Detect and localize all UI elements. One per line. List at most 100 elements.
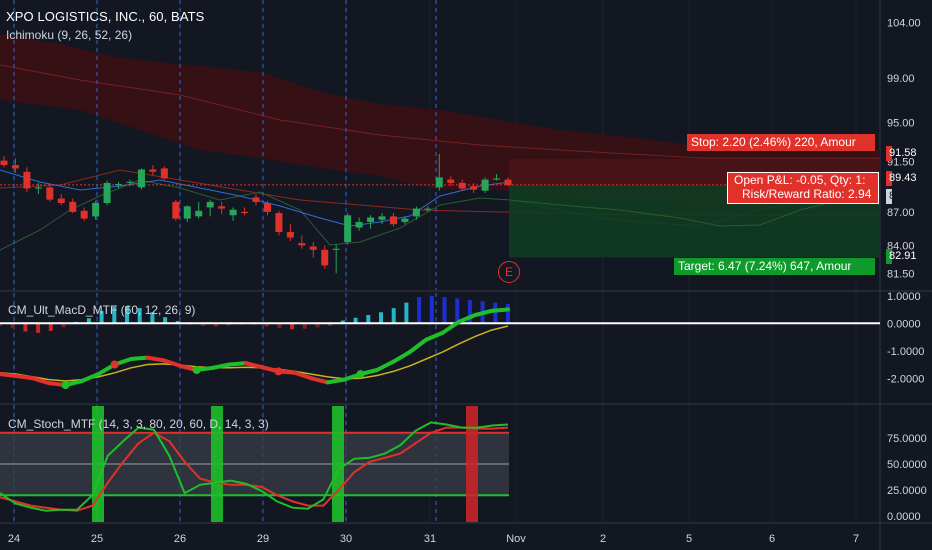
candle-body-44 [504,179,512,186]
price-y-tick-2: 95.00 [887,118,915,130]
candle-body-15 [172,201,180,219]
macd-hist-bar-33 [417,297,422,324]
candle-body-13 [149,169,157,172]
candle-body-18 [206,201,214,208]
candle-body-25 [286,232,294,238]
stop-price-tag: 91.58 [886,146,917,161]
macd-hist-bar-3 [36,323,41,333]
macd-line-seg-2 [14,374,35,381]
candle-body-40 [458,182,466,189]
macd-line-seg-28 [440,319,461,335]
macd-line-seg-30 [473,308,494,317]
macd-hist-bar-30 [379,312,383,324]
candle-body-27 [309,246,317,250]
macd-hist-bar-29 [366,315,371,324]
candle-body-39 [447,179,455,183]
candle-body-37 [424,208,432,210]
macd-cross-dot-2 [192,366,201,374]
macd-y-tick-0: 1.0000 [887,291,921,303]
candle-body-8 [92,203,100,217]
target-price-tag: 82.91 [886,249,917,264]
macd-line-seg-19 [292,370,314,381]
macd-hist-bar-34 [429,295,434,324]
entry-price-tag: 89.38 [886,189,917,204]
macd-pane-title[interactable]: CM_Ult_MacD_MTF (60, 12, 26, 9) [8,303,196,317]
stoch-pane-title[interactable]: CM_Stoch_MTF (14, 3, 3, 80, 20, 60, D, 1… [8,417,269,431]
macd-hist-bar-12 [150,312,155,324]
candle-body-28 [321,249,329,266]
stop-label[interactable]: Stop: 2.20 (2.46%) 220, Amour [687,134,875,151]
price-y-tick-1: 99.00 [887,73,915,85]
macd-line-seg-9 [129,355,150,361]
candle-body-6 [69,201,77,212]
macd-hist-bar-27 [340,320,345,324]
candle-body-42 [481,179,489,191]
stoch-y-tick-2: 25.0000 [887,485,927,497]
candle-body-24 [275,213,283,232]
macd-hist-bar-24 [302,323,307,329]
macd-hist-bar-8 [99,310,104,324]
macd-y-tick-2: -1.0000 [887,346,924,358]
pnl-box[interactable]: Open P&L: -0.05, Qty: 1: Risk/Reward Rat… [727,172,879,204]
macd-signal-line [0,325,509,382]
candle-body-20 [229,209,237,216]
x-tick-6: Nov [506,533,526,545]
candle-body-38 [435,177,443,188]
x-tick-3: 29 [257,533,269,545]
macd-line-seg-3 [30,376,52,386]
x-tick-5: 31 [424,533,436,545]
rr-label: Risk/Reward Ratio: 2.94 [742,187,872,201]
candle-body-32 [367,217,375,222]
price-candles [0,153,512,274]
chart-title: XPO LOGISTICS, INC., 60, BATS [6,9,205,24]
candle-body-41 [470,186,478,190]
candle-body-9 [103,182,111,203]
macd-hist-bar-14 [175,321,180,324]
ichimoku-legend[interactable]: Ichimoku (9, 26, 52, 26) [6,28,133,42]
macd-hist-bar-40 [506,304,510,324]
stoch-y-tick-3: 0.0000 [887,511,921,523]
stoch-y-tick-0: 75.0000 [887,433,927,445]
candle-body-4 [46,187,54,200]
candle-body-30 [344,215,352,243]
macd-line-seg-26 [407,337,429,355]
candle-body-36 [412,208,420,217]
stoch-signal-bar-3 [466,406,478,522]
pnl-label: Open P&L: -0.05, Qty: 1: [734,173,866,187]
macd-hist-bar-18 [226,323,231,326]
macd-hist-bar-11 [137,308,142,324]
price-y-tick-6: 81.50 [887,268,915,280]
macd-line-seg-15 [227,361,248,367]
x-tick-10: 7 [853,533,859,545]
macd-hist-bar-37 [467,299,472,324]
candle-body-1 [11,165,19,169]
candle-body-22 [252,197,260,202]
candle-body-35 [401,218,409,222]
macd-line-seg-20 [309,376,330,385]
candle-body-29 [332,248,340,250]
target-label[interactable]: Target: 6.47 (7.24%) 647, Amour [674,258,875,275]
earnings-marker[interactable]: E [498,261,520,283]
macd-line-seg-14 [211,362,232,370]
macd-line-seg-1 [0,372,19,379]
candle-body-14 [160,168,168,179]
axes: 104.00 99.00 95.00 91.50 87.00 84.00 81.50 1.00… [8,17,927,545]
price-y-tick-3: 91.50 [887,157,915,169]
candle-body-16 [183,206,191,219]
macd-hist-bar-4 [48,323,53,331]
candle-body-2 [23,171,31,189]
stoch-pane [0,406,509,522]
candle-body-23 [263,203,271,212]
candle-body-31 [355,221,363,228]
macd-line-seg-21 [325,377,347,385]
macd-hist-bar-10 [125,306,129,324]
stoch-signal-bar-2 [332,406,344,522]
macd-cross-dot-4 [356,370,365,379]
candle-body-11 [126,181,134,183]
macd-hist-bar-35 [442,297,447,324]
macd-hist-bar-22 [277,323,282,329]
tenkan-line [0,169,511,227]
macd-hist-bar-17 [213,323,218,327]
